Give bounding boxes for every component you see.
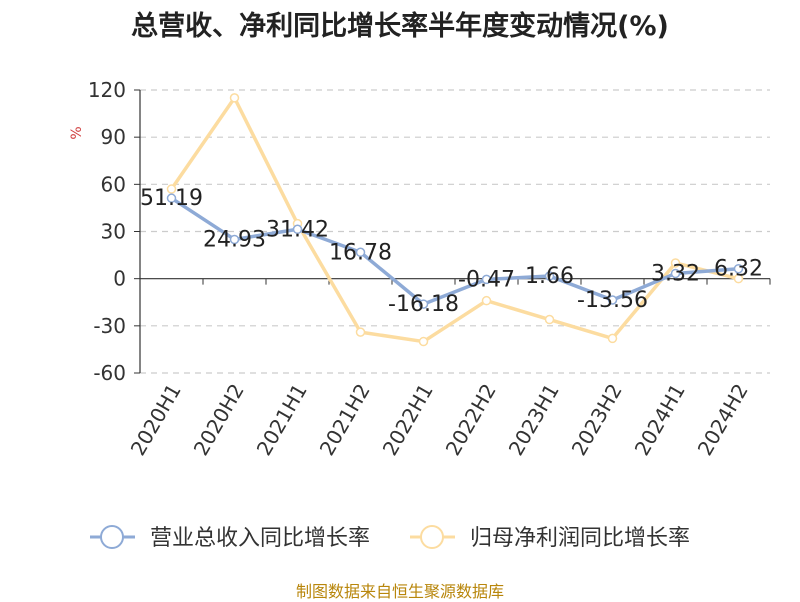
y-tick-label: 30	[101, 220, 126, 244]
x-tick-label: 2020H2	[189, 380, 249, 460]
y-tick-label: 60	[101, 172, 126, 196]
y-axis-label: %	[69, 126, 85, 139]
data-label: 51.19	[140, 186, 203, 211]
data-point	[418, 299, 429, 309]
series	[166, 93, 744, 347]
data-label: 1.66	[525, 264, 574, 289]
y-tick-label: 120	[88, 78, 126, 102]
data-label: -16.18	[388, 292, 459, 317]
data-point	[544, 314, 555, 325]
x-tick-label: 2023H2	[567, 380, 627, 460]
data-point	[733, 263, 744, 274]
data-point	[607, 333, 618, 344]
series-line	[170, 196, 739, 306]
x-tick-label: 2021H2	[315, 380, 375, 460]
y-tick-label: 90	[101, 125, 126, 149]
data-point	[229, 93, 240, 103]
data-point	[355, 247, 366, 258]
x-tick-label: 2024H2	[693, 380, 753, 460]
x-tick-label: 2022H2	[441, 380, 501, 460]
x-tick-label: 2024H1	[630, 380, 690, 460]
data-point	[166, 193, 177, 203]
series-line	[170, 96, 739, 344]
data-point	[481, 274, 492, 285]
x-tick-label: 2021H1	[252, 380, 312, 460]
data-point	[544, 271, 555, 281]
data-point	[607, 295, 618, 305]
x-tick-label: 2023H1	[504, 380, 564, 460]
y-tick-label: -60	[93, 361, 126, 385]
data-point	[481, 295, 492, 306]
legend-label: 营业总收入同比增长率	[150, 526, 370, 551]
data-point	[166, 184, 177, 194]
data-label: 6.32	[714, 257, 763, 282]
data-point	[733, 273, 744, 284]
legend: 营业总收入同比增长率 归母净利润同比增长率	[90, 525, 690, 551]
y-tick-label: 0	[113, 267, 126, 291]
data-label: 3.32	[651, 261, 700, 286]
legend-item: 营业总收入同比增长率	[90, 525, 370, 551]
legend-swatch-marker	[420, 525, 444, 549]
grid-lines	[140, 89, 770, 374]
data-label: -13.56	[577, 288, 648, 313]
data-point	[355, 327, 366, 337]
source-note: 制图数据来自恒生聚源数据库	[295, 582, 504, 601]
legend-item: 归母净利润同比增长率	[410, 525, 690, 551]
data-label: 16.78	[329, 240, 392, 265]
data-label: -0.47	[458, 267, 515, 292]
data-point	[418, 336, 429, 347]
chart-title: 总营收、净利同比增长率半年度变动情况(%)	[131, 11, 669, 42]
y-tick-label: -30	[93, 314, 126, 338]
x-tick-label: 2022H1	[378, 380, 438, 460]
data-label: 31.42	[266, 217, 329, 242]
legend-swatch-marker	[100, 525, 124, 549]
legend-label: 归母净利润同比增长率	[470, 526, 690, 551]
data-point	[229, 234, 240, 245]
x-tick-label: 2020H1	[126, 380, 186, 460]
data-point	[292, 224, 303, 235]
data-label: 24.93	[203, 227, 266, 252]
data-point	[670, 268, 681, 279]
data-point	[670, 258, 681, 268]
